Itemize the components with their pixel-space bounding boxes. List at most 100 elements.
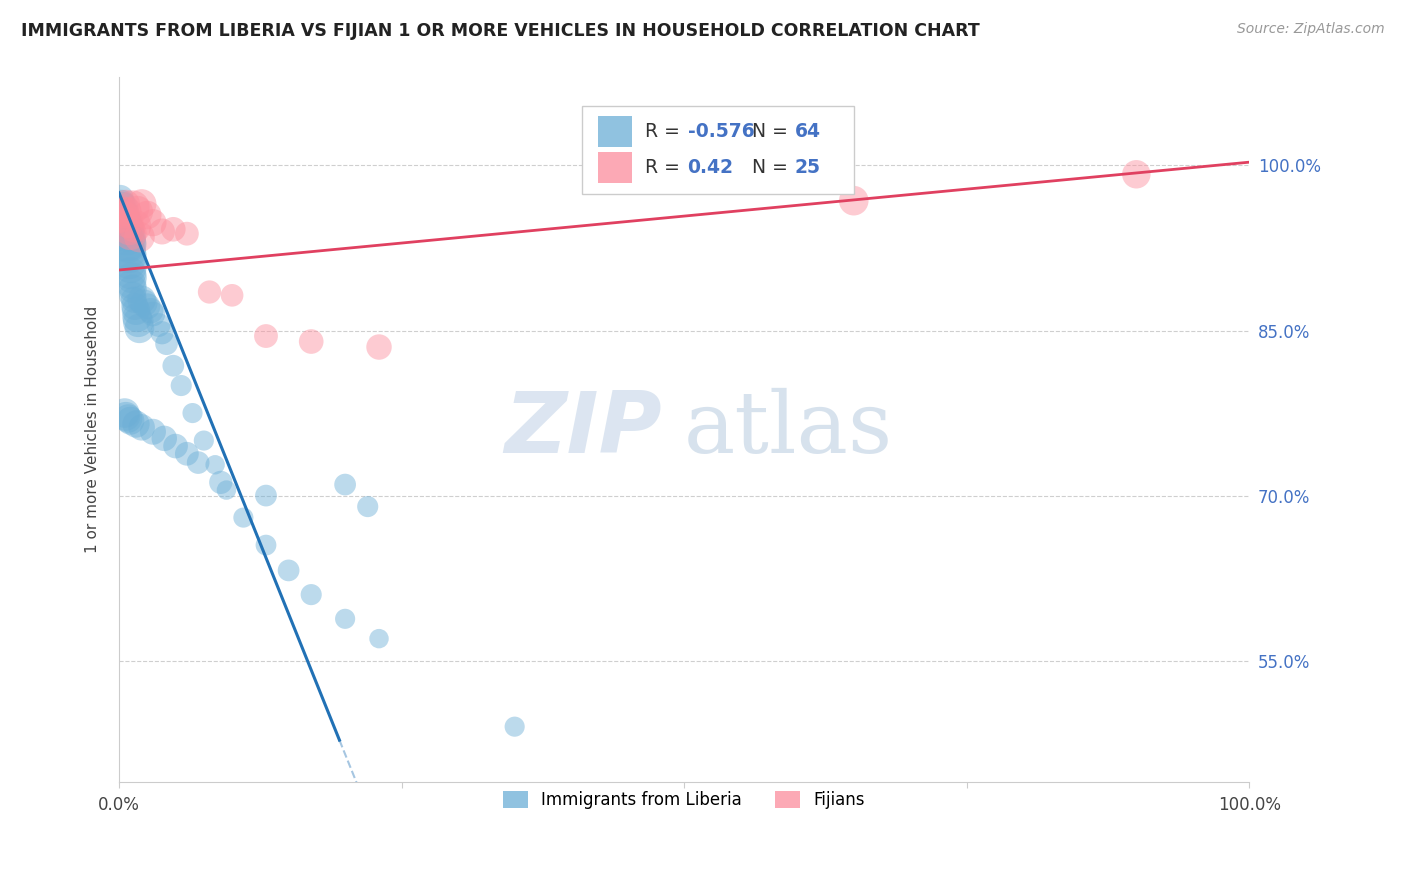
Point bbox=[165, 439, 187, 453]
Point bbox=[128, 230, 150, 244]
Point bbox=[118, 222, 141, 236]
Point bbox=[193, 434, 215, 448]
Point bbox=[1125, 167, 1147, 181]
Point bbox=[117, 411, 139, 425]
Point bbox=[132, 296, 155, 310]
Point bbox=[299, 334, 322, 349]
Point bbox=[162, 222, 184, 236]
Point bbox=[176, 447, 198, 461]
Point bbox=[115, 230, 138, 244]
Text: -0.576: -0.576 bbox=[688, 122, 755, 141]
Point bbox=[115, 204, 138, 219]
Point bbox=[118, 249, 141, 263]
Point bbox=[122, 293, 145, 307]
Point bbox=[131, 197, 153, 211]
Point bbox=[232, 510, 254, 524]
Point bbox=[139, 303, 162, 318]
Point bbox=[181, 406, 204, 420]
Point bbox=[127, 310, 149, 325]
Point bbox=[125, 417, 148, 431]
Point bbox=[150, 326, 173, 340]
Point bbox=[503, 720, 526, 734]
Point bbox=[110, 197, 132, 211]
Point bbox=[124, 299, 146, 313]
Text: Source: ZipAtlas.com: Source: ZipAtlas.com bbox=[1237, 22, 1385, 37]
Point bbox=[842, 194, 865, 208]
Point bbox=[368, 632, 391, 646]
Point bbox=[114, 409, 136, 424]
Point bbox=[215, 483, 238, 497]
Point bbox=[114, 216, 136, 230]
Point bbox=[131, 420, 153, 434]
Point bbox=[357, 500, 380, 514]
Point bbox=[120, 266, 142, 280]
Point bbox=[117, 244, 139, 259]
Point bbox=[254, 329, 277, 343]
Point bbox=[148, 318, 170, 332]
Text: ZIP: ZIP bbox=[503, 388, 662, 471]
Point bbox=[142, 216, 165, 230]
Point bbox=[112, 202, 135, 217]
Text: R =: R = bbox=[644, 158, 686, 177]
Point bbox=[120, 414, 142, 428]
Point bbox=[118, 255, 141, 269]
Point bbox=[110, 213, 132, 227]
Point bbox=[254, 538, 277, 552]
Text: N =: N = bbox=[752, 122, 794, 141]
Point bbox=[114, 227, 136, 241]
Point bbox=[124, 219, 146, 233]
Point bbox=[221, 288, 243, 302]
Point bbox=[127, 204, 149, 219]
Point bbox=[155, 336, 177, 351]
Point bbox=[142, 425, 165, 439]
Point bbox=[254, 489, 277, 503]
Point bbox=[136, 208, 159, 222]
Point bbox=[333, 477, 356, 491]
Point bbox=[121, 282, 143, 296]
Point bbox=[162, 359, 184, 373]
Text: IMMIGRANTS FROM LIBERIA VS FIJIAN 1 OR MORE VEHICLES IN HOUSEHOLD CORRELATION CH: IMMIGRANTS FROM LIBERIA VS FIJIAN 1 OR M… bbox=[21, 22, 980, 40]
Point bbox=[111, 204, 134, 219]
Point bbox=[120, 260, 142, 274]
Point bbox=[114, 220, 136, 235]
Text: 64: 64 bbox=[794, 122, 821, 141]
Point bbox=[108, 192, 131, 206]
Point bbox=[114, 197, 136, 211]
Point bbox=[117, 237, 139, 252]
Point bbox=[368, 340, 391, 354]
Text: 0.42: 0.42 bbox=[688, 158, 734, 177]
Point bbox=[204, 458, 226, 472]
Point bbox=[112, 213, 135, 227]
Point bbox=[209, 475, 232, 490]
Point bbox=[187, 456, 209, 470]
Point bbox=[153, 431, 176, 445]
Point bbox=[120, 227, 142, 241]
Text: R =: R = bbox=[644, 122, 686, 141]
Text: atlas: atlas bbox=[685, 388, 893, 471]
Legend: Immigrants from Liberia, Fijians: Immigrants from Liberia, Fijians bbox=[496, 784, 872, 815]
Point bbox=[142, 307, 165, 321]
Text: 25: 25 bbox=[794, 158, 821, 177]
Point bbox=[115, 235, 138, 250]
Point bbox=[121, 270, 143, 285]
Point bbox=[198, 285, 221, 299]
Point bbox=[277, 563, 299, 577]
Point bbox=[150, 225, 173, 239]
Point bbox=[299, 588, 322, 602]
Point bbox=[125, 303, 148, 318]
Text: N =: N = bbox=[752, 158, 794, 177]
Point bbox=[128, 321, 150, 335]
FancyBboxPatch shape bbox=[582, 105, 853, 194]
Point bbox=[170, 378, 193, 392]
Point bbox=[121, 200, 143, 214]
Point bbox=[114, 406, 136, 420]
Point bbox=[114, 208, 136, 222]
FancyBboxPatch shape bbox=[599, 152, 633, 183]
FancyBboxPatch shape bbox=[599, 116, 633, 147]
Point bbox=[136, 299, 159, 313]
Point bbox=[127, 315, 149, 329]
Point bbox=[117, 216, 139, 230]
Point bbox=[112, 208, 135, 222]
Point bbox=[131, 293, 153, 307]
Point bbox=[121, 288, 143, 302]
